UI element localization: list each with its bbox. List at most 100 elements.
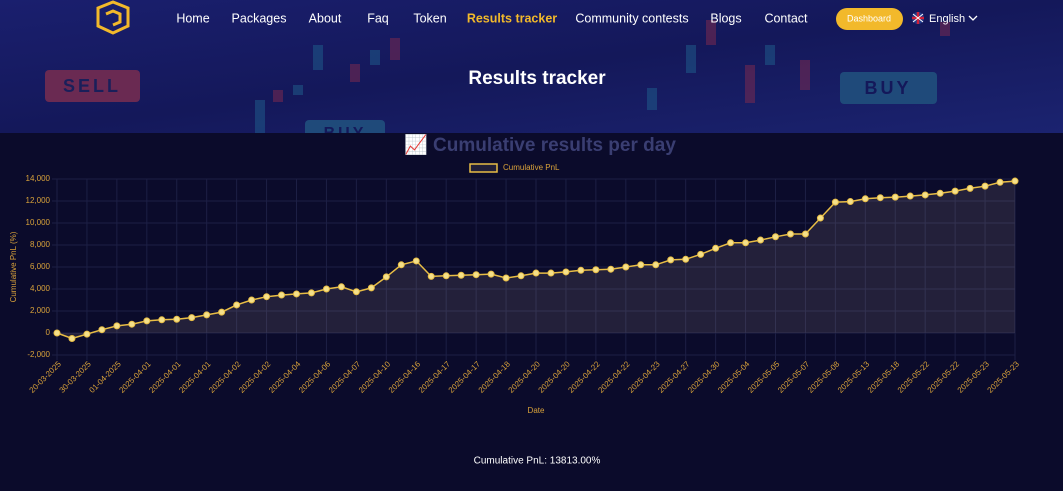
point <box>996 178 1004 186</box>
dashboard-label[interactable]: Dashboard <box>847 13 891 23</box>
point <box>697 250 705 258</box>
point <box>68 335 76 342</box>
y-tick-label: 0 <box>46 328 51 337</box>
point <box>742 239 750 247</box>
y-tick-label: 2,000 <box>30 306 51 315</box>
y-tick-label: 6,000 <box>30 262 51 271</box>
nav-link[interactable]: Token <box>413 11 446 25</box>
point <box>412 257 420 265</box>
point <box>667 256 675 264</box>
point <box>382 273 390 281</box>
y-tick-label: 8,000 <box>30 240 51 249</box>
point <box>427 272 435 280</box>
legend-label: Cumulative PnL <box>503 163 560 172</box>
point <box>143 317 151 325</box>
point <box>367 284 375 292</box>
logo <box>96 0 130 35</box>
point <box>712 244 720 252</box>
point <box>562 268 570 276</box>
point <box>577 266 585 274</box>
nav-link[interactable]: Contact <box>764 11 808 25</box>
point <box>203 311 211 319</box>
point <box>517 272 525 280</box>
flag <box>912 12 924 24</box>
sell-text: SELL <box>63 76 121 96</box>
point <box>682 255 690 263</box>
sell-tag <box>45 70 140 102</box>
point <box>786 230 794 238</box>
point <box>487 270 495 278</box>
point <box>936 189 944 197</box>
point <box>158 316 166 324</box>
point <box>83 330 91 338</box>
nav-link[interactable]: Community contests <box>575 11 688 25</box>
chevron[interactable] <box>968 15 978 21</box>
point <box>921 191 929 199</box>
y-tick-label: 4,000 <box>30 284 51 293</box>
point <box>113 322 121 330</box>
summary: Cumulative PnL: 13813.00% <box>474 456 601 467</box>
point <box>831 198 839 206</box>
y-tick-label: 10,000 <box>26 218 51 227</box>
point <box>772 233 779 241</box>
point <box>592 266 600 274</box>
y-tick-label: -2,000 <box>27 350 50 359</box>
nav-link[interactable]: Faq <box>367 11 389 25</box>
point <box>263 293 271 301</box>
point <box>891 193 899 201</box>
point <box>547 269 555 277</box>
point <box>607 265 615 273</box>
point <box>472 271 480 279</box>
area <box>57 181 1015 339</box>
point <box>53 329 61 337</box>
point <box>278 291 286 299</box>
point <box>846 198 854 206</box>
point <box>233 301 241 309</box>
legend-swatch <box>469 163 498 173</box>
candles <box>255 20 950 133</box>
point <box>173 315 181 323</box>
nav-link[interactable]: Blogs <box>710 11 741 25</box>
point <box>816 214 824 222</box>
x-axis-title: Date <box>528 406 545 415</box>
point <box>128 320 136 328</box>
nav-link[interactable]: Packages <box>232 11 287 25</box>
point <box>637 261 645 269</box>
point <box>876 194 884 202</box>
point <box>337 283 345 291</box>
y-axis-title: Cumulative PnL (%) <box>9 231 18 302</box>
dashboard-button[interactable] <box>836 8 903 30</box>
point <box>951 187 959 195</box>
point <box>322 285 330 293</box>
point <box>307 289 315 297</box>
nav-link[interactable]: Home <box>176 11 209 25</box>
point <box>502 274 510 282</box>
point <box>757 236 765 244</box>
point <box>532 269 540 277</box>
y-tick-label: 14,000 <box>26 174 51 183</box>
point <box>727 239 735 247</box>
point <box>966 184 974 192</box>
point <box>397 261 405 269</box>
point <box>248 296 256 304</box>
point <box>1011 177 1019 185</box>
buy-text: BUY <box>864 78 911 98</box>
point <box>98 326 106 334</box>
point <box>293 290 300 298</box>
nav-link[interactable]: About <box>309 11 342 25</box>
point <box>861 195 869 203</box>
point <box>622 263 630 271</box>
chart-title: 📈 Cumulative results per day <box>404 133 676 156</box>
hero-title: Results tracker <box>468 68 606 89</box>
nav-link[interactable]: Results tracker <box>467 11 557 25</box>
point <box>188 314 196 322</box>
point <box>218 308 226 316</box>
point <box>352 288 360 296</box>
point <box>906 192 914 200</box>
y-tick-label: 12,000 <box>26 196 51 205</box>
point <box>652 261 660 269</box>
buy-tag <box>840 72 937 104</box>
language[interactable]: English <box>929 13 965 25</box>
